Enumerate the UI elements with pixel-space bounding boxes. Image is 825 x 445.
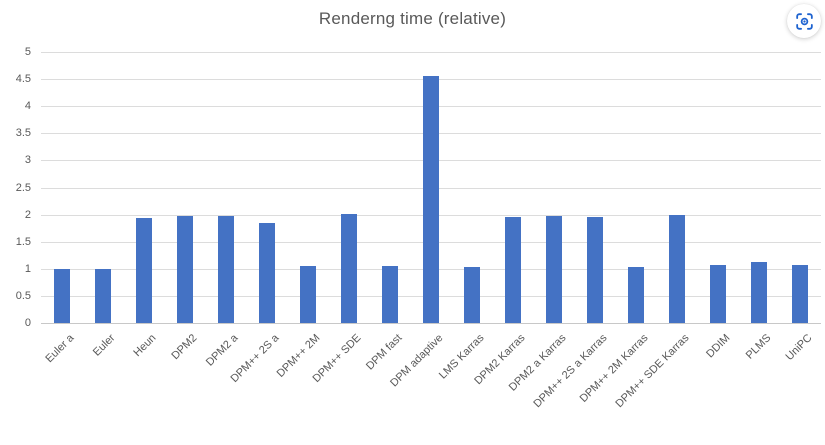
y-tick-label: 4 (24, 100, 31, 112)
y-tick-label: 1.5 (15, 236, 31, 248)
y-tick-label: 3 (24, 154, 31, 166)
bar-dpm-fast (382, 266, 398, 323)
bar-dpm2-a (218, 216, 234, 323)
bar-dpm-sde (341, 214, 357, 323)
x-tick-label-unipc: UniPC (783, 332, 815, 363)
bar-dpm-2s-a-karras (587, 217, 603, 323)
bar-euler (95, 269, 111, 323)
bar-lms-karras (464, 267, 480, 323)
bar-plms (751, 262, 767, 323)
y-tick-label: 3.5 (15, 127, 31, 139)
gridline (41, 52, 821, 53)
bar-dpm2-karras (505, 217, 521, 323)
y-tick-label: 0.5 (15, 290, 31, 302)
visual-search-icon (795, 12, 813, 30)
bar-unipc (792, 265, 808, 323)
bar-dpm-sde-karras (669, 215, 685, 323)
bar-ddim (710, 265, 726, 323)
bar-dpm-2m-karras (628, 267, 644, 323)
bar-dpm-2m (300, 266, 316, 323)
y-tick-label: 2.5 (15, 182, 31, 194)
y-tick-label: 0 (24, 317, 31, 329)
bar-dpm-2s-a (259, 223, 275, 323)
bar-dpm-adaptive (423, 76, 439, 323)
bar-dpm2 (177, 216, 193, 323)
y-tick-label: 1 (24, 263, 31, 275)
bar-euler-a (54, 269, 70, 323)
x-axis-line (41, 323, 821, 324)
y-tick-label: 4.5 (15, 73, 31, 85)
visual-search-button[interactable] (787, 4, 821, 38)
chart-title: Renderng time (relative) (318, 9, 507, 28)
bar-dpm2-a-karras (546, 216, 562, 323)
y-tick-label: 2 (24, 209, 31, 221)
y-tick-label: 5 (24, 46, 31, 58)
bar-heun (136, 218, 152, 323)
